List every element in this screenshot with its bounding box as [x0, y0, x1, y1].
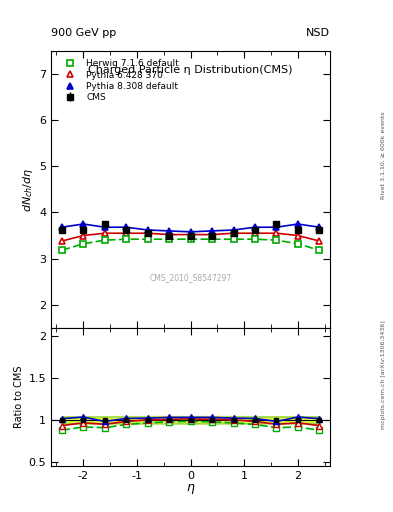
- Herwig 7.1.6 default: [103, 237, 107, 243]
- Text: mcplots.cern.ch [arXiv:1306.3436]: mcplots.cern.ch [arXiv:1306.3436]: [381, 321, 386, 429]
- Herwig 7.1.6 default: [253, 236, 257, 242]
- Text: Charged Particle η Distribution(CMS): Charged Particle η Distribution(CMS): [88, 65, 293, 75]
- Herwig 7.1.6 default: [210, 236, 215, 242]
- Text: NSD: NSD: [306, 28, 330, 38]
- Pythia 6.428 370: [81, 232, 86, 239]
- Pythia 8.308 default: [296, 221, 300, 227]
- Pythia 8.308 default: [145, 227, 150, 233]
- Pythia 6.428 370: [296, 232, 300, 239]
- Pythia 8.308 default: [124, 224, 129, 230]
- Pythia 8.308 default: [210, 228, 215, 234]
- Pythia 8.308 default: [167, 228, 171, 234]
- Text: 900 GeV pp: 900 GeV pp: [51, 28, 116, 38]
- Line: Pythia 6.428 370: Pythia 6.428 370: [58, 230, 323, 245]
- Pythia 8.308 default: [317, 224, 322, 230]
- Line: Pythia 8.308 default: Pythia 8.308 default: [58, 221, 323, 236]
- Pythia 8.308 default: [59, 224, 64, 230]
- Pythia 8.308 default: [103, 224, 107, 230]
- Pythia 6.428 370: [210, 231, 215, 238]
- Herwig 7.1.6 default: [231, 236, 236, 242]
- Pythia 6.428 370: [274, 230, 279, 237]
- Herwig 7.1.6 default: [145, 236, 150, 242]
- Y-axis label: $dN_{ch}/d\eta$: $dN_{ch}/d\eta$: [21, 167, 35, 211]
- Pythia 8.308 default: [231, 227, 236, 233]
- Pythia 8.308 default: [81, 221, 86, 227]
- Herwig 7.1.6 default: [188, 236, 193, 242]
- Herwig 7.1.6 default: [167, 236, 171, 242]
- Pythia 6.428 370: [145, 230, 150, 237]
- Herwig 7.1.6 default: [296, 241, 300, 247]
- Herwig 7.1.6 default: [124, 236, 129, 242]
- Pythia 6.428 370: [124, 230, 129, 237]
- Herwig 7.1.6 default: [59, 247, 64, 253]
- Pythia 8.308 default: [253, 224, 257, 230]
- Pythia 6.428 370: [253, 230, 257, 237]
- Pythia 6.428 370: [167, 231, 171, 238]
- Pythia 8.308 default: [274, 224, 279, 230]
- Herwig 7.1.6 default: [274, 237, 279, 243]
- Herwig 7.1.6 default: [317, 247, 322, 253]
- Text: CMS_2010_S8547297: CMS_2010_S8547297: [149, 273, 232, 283]
- Pythia 6.428 370: [103, 230, 107, 237]
- Pythia 6.428 370: [59, 238, 64, 244]
- Herwig 7.1.6 default: [81, 241, 86, 247]
- Legend: Herwig 7.1.6 default, Pythia 6.428 370, Pythia 8.308 default, CMS: Herwig 7.1.6 default, Pythia 6.428 370, …: [55, 56, 183, 105]
- Text: Rivet 3.1.10, ≥ 600k events: Rivet 3.1.10, ≥ 600k events: [381, 111, 386, 199]
- Pythia 6.428 370: [188, 231, 193, 238]
- Y-axis label: Ratio to CMS: Ratio to CMS: [15, 366, 24, 428]
- Pythia 6.428 370: [317, 238, 322, 244]
- Pythia 8.308 default: [188, 229, 193, 235]
- Pythia 6.428 370: [231, 230, 236, 237]
- Line: Herwig 7.1.6 default: Herwig 7.1.6 default: [59, 236, 323, 253]
- X-axis label: $\eta$: $\eta$: [186, 482, 195, 496]
